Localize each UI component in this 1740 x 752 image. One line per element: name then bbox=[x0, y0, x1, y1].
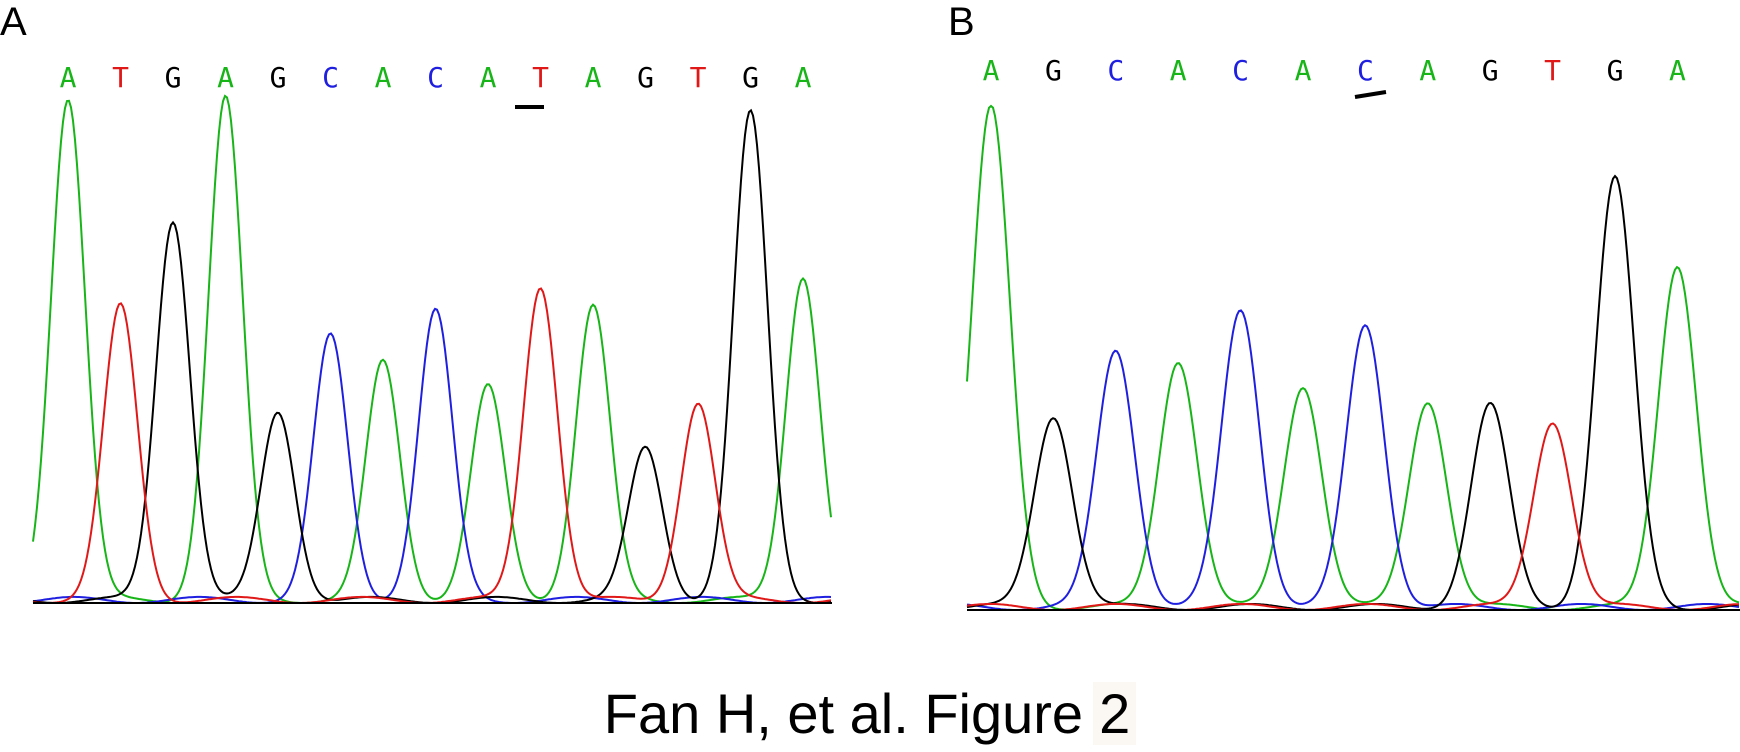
base-call-label: G bbox=[1607, 54, 1624, 87]
base-call-label: T bbox=[1544, 54, 1561, 87]
base-call-label: G bbox=[1045, 54, 1062, 87]
base-call-label: C bbox=[1357, 54, 1374, 87]
base-call-label: A bbox=[1170, 54, 1187, 87]
base-call-label: A bbox=[1419, 54, 1436, 87]
base-call-label: A bbox=[217, 61, 234, 94]
base-call-label: T bbox=[532, 61, 549, 94]
base-call-label: C bbox=[1107, 54, 1124, 87]
base-call-label: T bbox=[690, 61, 707, 94]
panel-label-a: A bbox=[0, 0, 27, 44]
base-call-label: A bbox=[795, 61, 812, 94]
base-call-label: T bbox=[112, 61, 129, 94]
base-call-label: A bbox=[375, 61, 392, 94]
trace-c-channel bbox=[966, 309, 1740, 611]
caption-figure-number: 2 bbox=[1093, 682, 1137, 745]
base-call-label: A bbox=[60, 61, 77, 94]
base-call-label: A bbox=[585, 61, 602, 94]
variant-marker bbox=[1354, 90, 1387, 99]
base-call-label: C bbox=[1232, 54, 1249, 87]
base-call-label: A bbox=[480, 61, 497, 94]
base-call-label: G bbox=[1482, 54, 1499, 87]
trace-a-channel bbox=[32, 94, 832, 604]
trace-t-channel bbox=[966, 422, 1740, 611]
base-call-label: C bbox=[427, 61, 444, 94]
base-call-label: G bbox=[270, 61, 287, 94]
figure-caption: Fan H, et al. Figure 2 bbox=[0, 682, 1740, 745]
base-call-label: G bbox=[165, 61, 182, 94]
panel-label-b: B bbox=[948, 0, 975, 44]
base-call-label: A bbox=[1669, 54, 1686, 87]
base-call-label: G bbox=[637, 61, 654, 94]
base-call-label: C bbox=[322, 61, 339, 94]
base-call-label: A bbox=[983, 54, 1000, 87]
caption-text: Fan H, et al. Figure bbox=[603, 682, 1084, 745]
base-call-label: A bbox=[1295, 54, 1312, 87]
trace-a-channel bbox=[966, 104, 1740, 611]
base-call-label: G bbox=[742, 61, 759, 94]
